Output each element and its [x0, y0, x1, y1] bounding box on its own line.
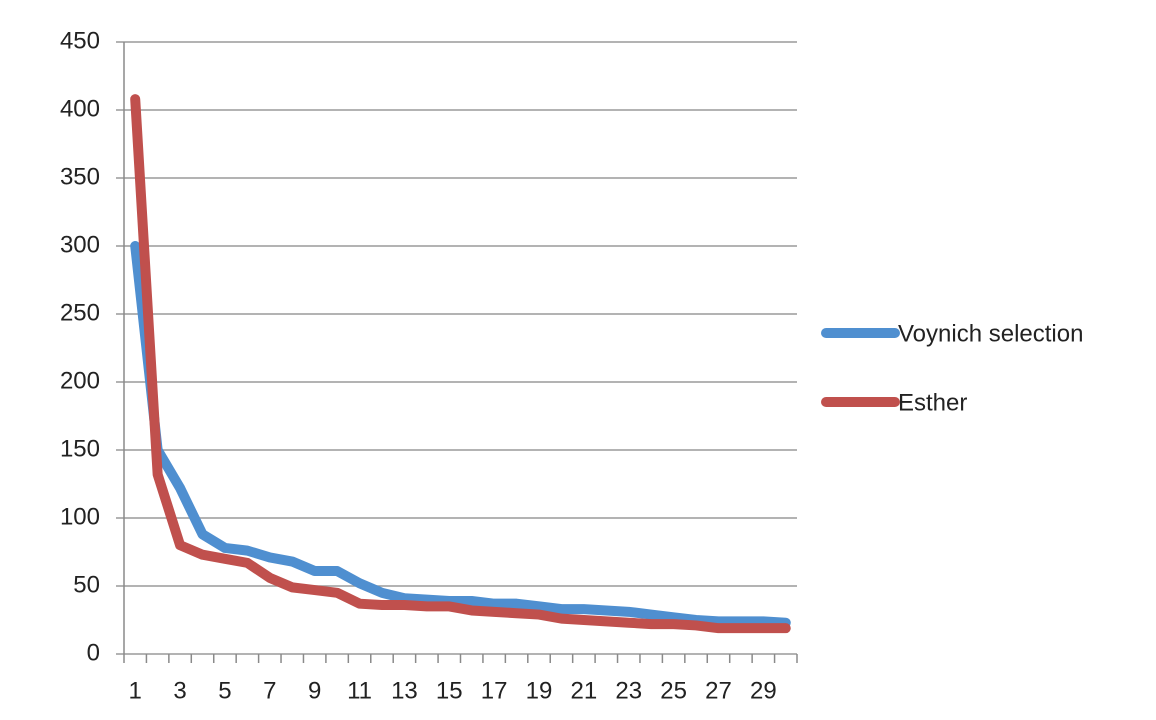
x-tick-label: 15 [436, 677, 463, 704]
y-tick-label: 300 [60, 231, 100, 258]
x-tick-label: 19 [526, 677, 553, 704]
y-tick-label: 200 [60, 367, 100, 394]
x-tick-label: 9 [308, 677, 321, 704]
x-tick-label: 29 [750, 677, 777, 704]
x-tick-label: 7 [263, 677, 276, 704]
x-tick-label: 25 [660, 677, 687, 704]
y-tick-label: 100 [60, 503, 100, 530]
y-tick-label: 50 [73, 571, 100, 598]
y-tick-label: 350 [60, 163, 100, 190]
series-line [130, 94, 791, 634]
x-tick-label: 13 [391, 677, 418, 704]
x-tick-label: 21 [571, 677, 598, 704]
y-tick-label: 150 [60, 435, 100, 462]
series-line [130, 241, 791, 628]
x-tick-label: 5 [218, 677, 231, 704]
legend-label: Voynich selection [898, 320, 1083, 347]
y-tick-label: 250 [60, 299, 100, 326]
y-tick-label: 0 [87, 639, 100, 666]
x-tick-label: 17 [481, 677, 508, 704]
x-tick-label: 11 [347, 677, 372, 704]
x-tick-label: 3 [173, 677, 186, 704]
y-tick-label: 400 [60, 95, 100, 122]
x-tick-label: 27 [705, 677, 732, 704]
x-tick-label: 1 [129, 677, 142, 704]
legend-label: Esther [898, 389, 967, 416]
y-tick-label: 450 [60, 27, 100, 54]
x-tick-label: 23 [615, 677, 642, 704]
